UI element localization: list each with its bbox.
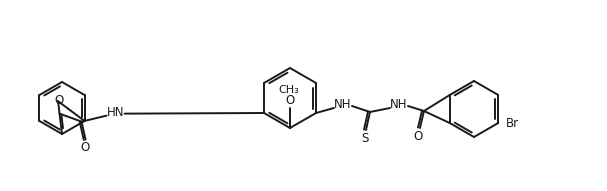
Text: O: O <box>80 141 89 154</box>
Text: O: O <box>55 94 64 107</box>
Text: CH₃: CH₃ <box>279 85 299 95</box>
Text: NH: NH <box>390 97 408 111</box>
Text: O: O <box>413 129 422 142</box>
Text: O: O <box>285 94 294 107</box>
Text: HN: HN <box>107 106 124 119</box>
Text: NH: NH <box>334 97 351 111</box>
Text: Br: Br <box>506 117 520 129</box>
Text: S: S <box>361 131 368 145</box>
